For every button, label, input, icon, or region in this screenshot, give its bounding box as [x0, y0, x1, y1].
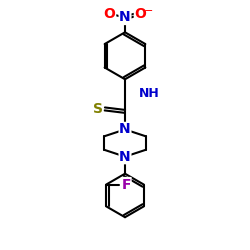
Text: −: −	[144, 6, 153, 16]
Text: O: O	[104, 7, 116, 21]
Text: O: O	[134, 7, 146, 21]
Text: F: F	[122, 178, 131, 192]
Text: N: N	[119, 10, 131, 24]
Text: S: S	[93, 102, 103, 116]
Text: N: N	[119, 150, 131, 164]
Text: NH: NH	[138, 87, 159, 100]
Text: N: N	[119, 122, 131, 136]
